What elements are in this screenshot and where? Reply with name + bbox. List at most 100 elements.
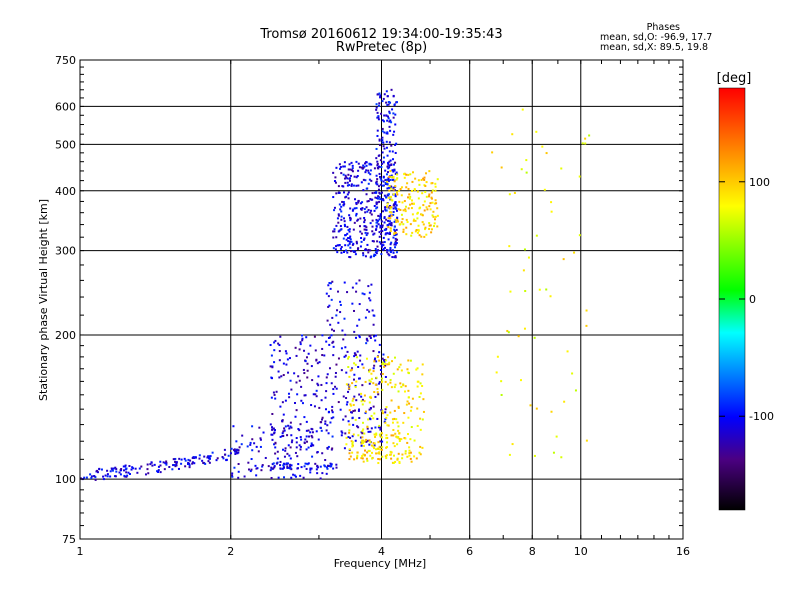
data-point bbox=[383, 365, 386, 368]
data-point bbox=[369, 395, 372, 398]
data-point bbox=[407, 207, 410, 210]
data-point bbox=[247, 461, 250, 464]
data-point bbox=[269, 469, 272, 472]
data-point bbox=[162, 461, 165, 464]
data-point bbox=[305, 336, 308, 339]
data-point bbox=[373, 167, 376, 170]
data-point bbox=[388, 189, 391, 192]
data-point bbox=[83, 476, 86, 479]
data-point bbox=[390, 399, 393, 402]
data-point bbox=[390, 434, 393, 437]
data-point bbox=[339, 311, 342, 314]
data-point bbox=[343, 447, 346, 450]
data-point bbox=[270, 396, 273, 399]
data-point bbox=[396, 219, 399, 222]
data-point bbox=[115, 468, 118, 471]
data-point bbox=[411, 213, 414, 216]
data-point bbox=[159, 471, 162, 474]
data-point bbox=[286, 466, 289, 469]
data-point bbox=[394, 207, 397, 210]
data-point bbox=[339, 228, 342, 231]
data-point bbox=[274, 442, 277, 445]
data-point bbox=[281, 467, 284, 470]
data-point bbox=[378, 451, 381, 454]
data-point bbox=[340, 172, 343, 175]
data-point bbox=[237, 470, 240, 473]
data-point bbox=[311, 436, 314, 439]
data-point bbox=[319, 465, 322, 468]
data-point bbox=[363, 293, 366, 296]
data-point bbox=[363, 219, 366, 222]
data-point bbox=[342, 203, 345, 206]
data-point bbox=[393, 231, 396, 234]
data-point bbox=[373, 442, 376, 445]
data-point bbox=[307, 446, 310, 449]
data-point bbox=[395, 204, 398, 207]
data-point bbox=[385, 146, 388, 149]
y-tick-label: 100 bbox=[55, 473, 76, 486]
data-point bbox=[419, 445, 422, 448]
data-point bbox=[311, 431, 314, 434]
data-point bbox=[349, 250, 352, 253]
data-point bbox=[418, 183, 421, 186]
data-point bbox=[372, 233, 375, 236]
data-point bbox=[352, 397, 355, 400]
data-point bbox=[389, 251, 392, 254]
data-point bbox=[363, 165, 366, 168]
data-point bbox=[225, 458, 228, 461]
data-point bbox=[317, 438, 320, 441]
data-point bbox=[123, 474, 126, 477]
data-point bbox=[373, 255, 376, 258]
data-point bbox=[360, 166, 363, 169]
y-axis-label: Stationary phase Virtual Height [km] bbox=[37, 199, 50, 401]
data-point bbox=[411, 231, 414, 234]
data-point bbox=[286, 465, 289, 468]
data-point bbox=[247, 468, 250, 471]
data-point bbox=[342, 165, 345, 168]
data-point bbox=[389, 231, 392, 234]
data-point bbox=[189, 459, 192, 462]
data-point bbox=[359, 354, 362, 357]
data-point bbox=[295, 409, 298, 412]
data-point bbox=[356, 219, 359, 222]
data-point bbox=[333, 206, 336, 209]
data-point bbox=[286, 358, 289, 361]
data-point bbox=[419, 453, 422, 456]
data-point bbox=[385, 140, 388, 143]
data-point bbox=[408, 197, 411, 200]
data-point bbox=[347, 390, 350, 393]
data-point bbox=[388, 110, 391, 113]
data-point bbox=[507, 331, 510, 334]
data-point bbox=[395, 171, 398, 174]
data-point bbox=[394, 234, 397, 237]
data-point bbox=[368, 370, 371, 373]
data-point bbox=[331, 341, 334, 344]
data-point bbox=[230, 474, 233, 477]
data-point bbox=[383, 216, 386, 219]
data-point bbox=[375, 221, 378, 224]
data-point bbox=[368, 449, 371, 452]
data-point bbox=[399, 223, 402, 226]
data-point bbox=[287, 424, 290, 427]
data-point bbox=[381, 127, 384, 130]
data-point bbox=[332, 416, 335, 419]
data-point bbox=[271, 438, 274, 441]
data-point bbox=[111, 469, 114, 472]
data-point bbox=[269, 365, 272, 368]
data-point bbox=[378, 433, 381, 436]
data-point bbox=[365, 169, 368, 172]
data-point bbox=[360, 431, 363, 434]
data-point bbox=[402, 223, 405, 226]
data-point bbox=[249, 470, 252, 473]
data-point bbox=[376, 116, 379, 119]
data-point bbox=[362, 164, 365, 167]
data-point bbox=[375, 106, 378, 109]
data-point bbox=[388, 215, 391, 218]
data-point bbox=[435, 202, 438, 205]
data-point bbox=[279, 460, 282, 463]
data-point bbox=[335, 387, 338, 390]
data-point bbox=[403, 176, 406, 179]
data-point bbox=[535, 234, 538, 237]
data-point bbox=[312, 444, 315, 447]
data-point bbox=[384, 421, 387, 424]
